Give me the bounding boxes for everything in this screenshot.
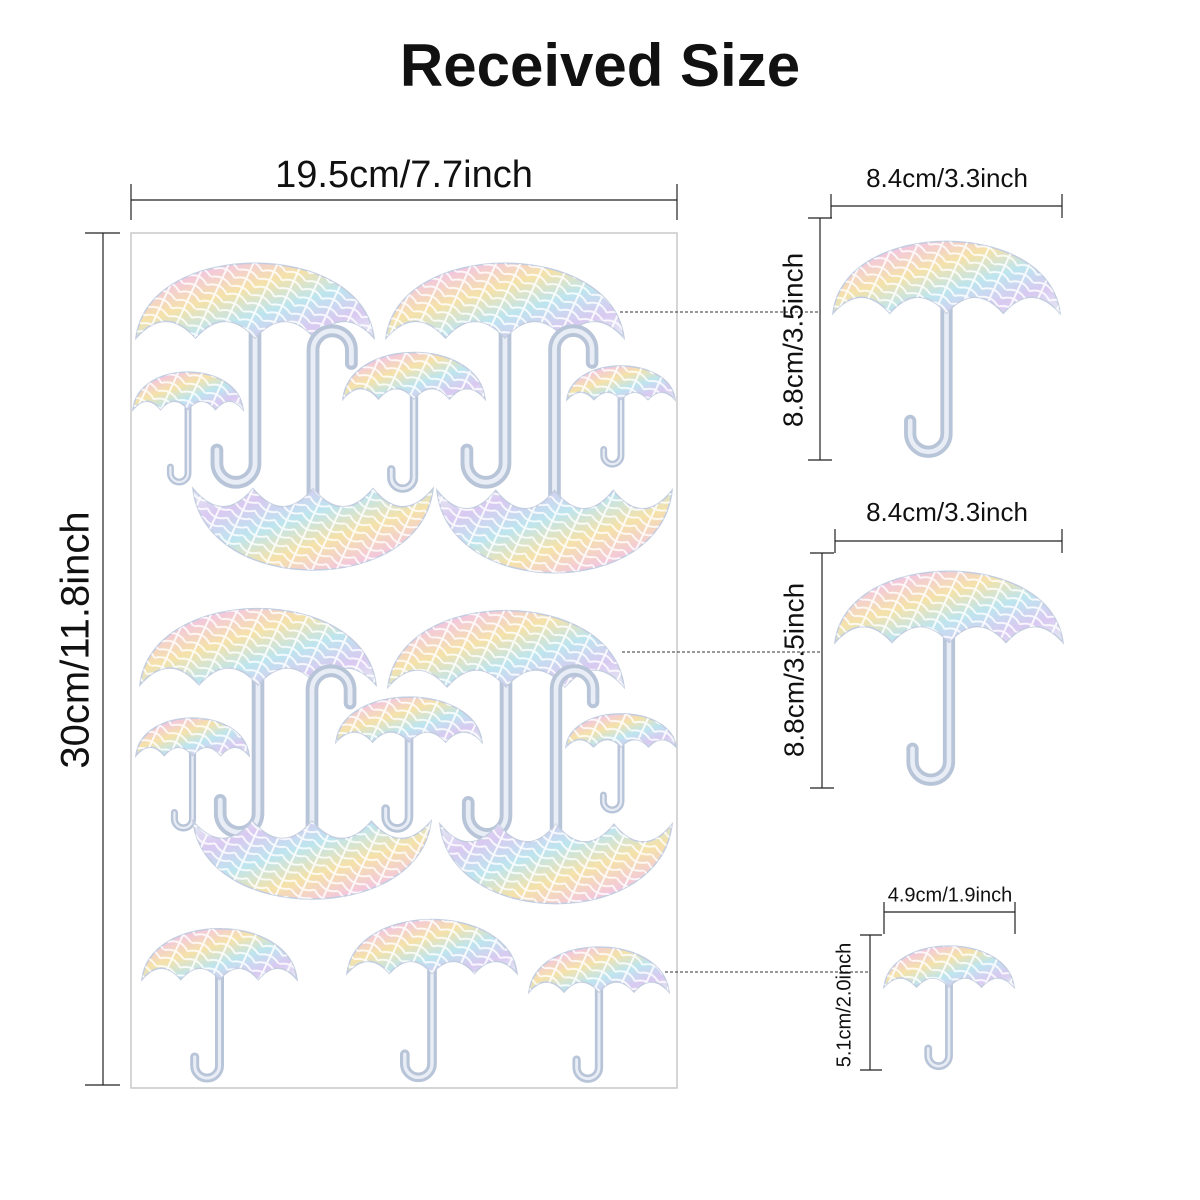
- umbrella-handle-shine: [552, 328, 595, 514]
- umbrella: [438, 664, 674, 905]
- umbrella-canopy-mosaic: [440, 824, 672, 904]
- umbrella-handle: [924, 972, 953, 1070]
- detail-height-dimension: [810, 552, 834, 789]
- umbrella-canopy-mosaic: [136, 718, 249, 756]
- umbrella: [833, 570, 1065, 786]
- title: Received Size: [400, 32, 800, 99]
- umbrella-canopy-mosaic: [833, 241, 1060, 314]
- umbrella-canopy-mosaic: [567, 366, 675, 400]
- detail-width-label: 8.4cm/3.3inch: [866, 497, 1028, 527]
- umbrella: [345, 918, 519, 1083]
- umbrella-handle-shine: [553, 668, 596, 847]
- detail-height-dimension: [860, 934, 882, 1071]
- umbrella: [882, 945, 1016, 1070]
- umbrella: [384, 262, 626, 489]
- detail-height-label: 8.8cm/3.5inch: [778, 583, 809, 757]
- sheet-height-label: 30cm/11.8inch: [54, 511, 98, 768]
- umbrella-handle-shine: [169, 398, 190, 484]
- umbrella-canopy-mosaic: [133, 372, 243, 410]
- umbrella: [334, 696, 484, 833]
- detail-width-dimension: [830, 194, 1063, 218]
- sheet-width-dimension: [130, 184, 678, 220]
- umbrella-handle-shine: [389, 385, 416, 490]
- umbrella: [565, 365, 677, 468]
- umbrella-canopy-mosaic: [140, 608, 376, 685]
- umbrella-canopy-mosaic: [566, 713, 676, 747]
- umbrella-handle-shine: [217, 663, 261, 835]
- detail-height-label: 8.8cm/3.5inch: [777, 253, 808, 427]
- umbrella-canopy-mosaic: [343, 352, 485, 399]
- detail-height-dimension: [808, 217, 832, 461]
- umbrella-handle-shine: [310, 328, 354, 512]
- umbrella-canopy-mosaic: [336, 697, 482, 742]
- umbrella: [564, 713, 678, 814]
- umbrella-handle-shine: [464, 316, 508, 485]
- sheet-height-dimension: [85, 232, 120, 1086]
- umbrella: [191, 324, 435, 571]
- umbrella-handle-shine: [309, 668, 353, 844]
- umbrella-handle-shine: [926, 975, 951, 1068]
- umbrella-handle: [904, 288, 953, 458]
- sheet-width-label: 19.5cm/7.7inch: [275, 154, 533, 196]
- detail-height-label: 5.1cm/2.0inch: [833, 943, 855, 1068]
- umbrella-handle-shine: [910, 622, 952, 782]
- detail-width-dimension: [834, 529, 1063, 553]
- umbrella: [131, 371, 245, 486]
- umbrella: [831, 240, 1062, 458]
- umbrella-handle-shine: [403, 957, 434, 1080]
- umbrella-handle-shine: [602, 737, 623, 812]
- detail-width-dimension: [883, 902, 1016, 934]
- umbrella-handle-shine: [193, 965, 222, 1080]
- umbrella-handle-shine: [602, 389, 623, 466]
- umbrella-canopy-mosaic: [347, 919, 517, 974]
- umbrella-canopy-mosaic: [529, 947, 669, 992]
- umbrella-canopy-mosaic: [386, 263, 624, 338]
- umbrella-canopy-mosaic: [193, 488, 433, 571]
- umbrella: [134, 262, 376, 489]
- umbrella: [134, 717, 251, 832]
- umbrella: [527, 946, 671, 1083]
- umbrella-canopy-mosaic: [437, 490, 672, 573]
- sheet-umbrellas: [131, 262, 678, 1083]
- umbrella: [435, 324, 674, 574]
- detail-width-label: 4.9cm/1.9inch: [888, 884, 1013, 906]
- umbrella-handle-shine: [384, 729, 411, 830]
- umbrella-canopy-mosaic: [884, 946, 1014, 988]
- umbrella: [138, 608, 378, 839]
- umbrella: [341, 351, 487, 493]
- umbrella-handle-shine: [214, 316, 258, 485]
- umbrella-canopy-mosaic: [835, 571, 1063, 643]
- detail-width-label: 8.4cm/3.3inch: [866, 163, 1028, 193]
- umbrella: [140, 928, 299, 1083]
- umbrella-handle-shine: [575, 979, 601, 1081]
- umbrella-canopy-mosaic: [193, 821, 431, 900]
- umbrella-canopy-mosaic: [136, 263, 374, 338]
- umbrella-handle: [906, 618, 956, 786]
- umbrella-canopy-mosaic: [142, 928, 297, 980]
- detail-umbrellas: [831, 240, 1065, 1070]
- umbrella: [191, 664, 433, 900]
- umbrella-handle-shine: [907, 292, 949, 455]
